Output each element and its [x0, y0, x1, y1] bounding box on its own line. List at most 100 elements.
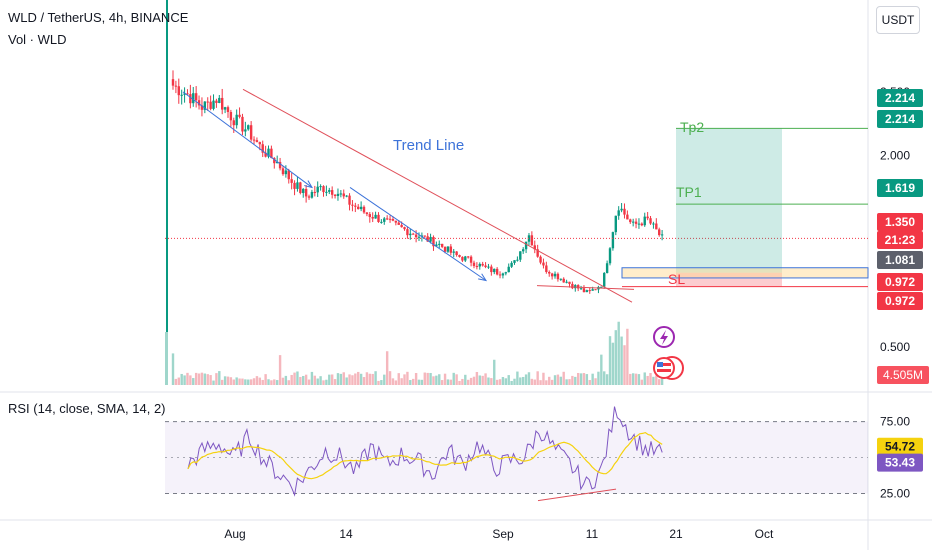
candle-body	[177, 86, 180, 96]
volume-bar	[412, 378, 415, 385]
candle-body	[550, 273, 554, 277]
candle-body	[620, 208, 623, 211]
volume-bar	[519, 377, 522, 385]
volume-bar	[443, 373, 447, 385]
candle-body	[273, 158, 276, 164]
volume-bar	[493, 359, 496, 385]
volume-bar	[446, 379, 450, 385]
volume-bar	[527, 372, 531, 385]
volume-bar	[565, 379, 568, 385]
volume-bar	[452, 372, 455, 385]
candle-body	[192, 93, 195, 104]
volume-bar	[218, 371, 221, 385]
candle-body	[623, 208, 626, 215]
volume-bar	[186, 372, 189, 385]
candle-body	[591, 289, 594, 291]
price-label-bg	[877, 273, 923, 291]
candle-body	[475, 265, 479, 267]
volume-bar	[244, 379, 247, 385]
candle-body	[394, 220, 398, 223]
price-label-bg	[877, 179, 923, 197]
price-label-bg	[877, 251, 923, 269]
volume-bar	[646, 375, 649, 385]
candle-body	[571, 283, 574, 289]
volume-bar	[634, 373, 638, 385]
candle-body	[493, 268, 496, 273]
candle-body	[406, 229, 409, 236]
volume-bar	[310, 371, 314, 385]
volume-bar	[362, 377, 366, 385]
candle-body	[412, 233, 415, 235]
candle-body	[400, 224, 403, 228]
currency-button[interactable]: USDT	[876, 6, 920, 34]
candle-body	[478, 263, 481, 267]
volume-bar	[365, 372, 369, 385]
volume-bar	[568, 379, 571, 385]
volume-bar	[322, 380, 325, 385]
candle-body	[655, 223, 658, 230]
volume-bar	[165, 332, 168, 385]
candle-body	[626, 214, 629, 220]
volume-bar	[374, 371, 377, 385]
candle-body	[438, 243, 441, 245]
volume-bar	[330, 374, 334, 385]
volume-bar	[307, 379, 311, 385]
candle-body	[255, 140, 259, 143]
volume-bar	[417, 379, 421, 385]
candle-body	[293, 182, 296, 189]
candle-body	[330, 190, 334, 195]
candle-body	[605, 263, 609, 273]
candle-body	[197, 100, 201, 106]
volume-bar	[504, 378, 508, 385]
candle-body	[284, 170, 288, 175]
volume-bar	[336, 373, 340, 385]
rsi-ma-label-bg	[877, 437, 923, 456]
candle-body	[296, 182, 299, 189]
volume-bar	[478, 375, 481, 385]
candle-body	[637, 223, 641, 225]
rsi-ma-value: 54.72	[885, 440, 915, 454]
candle-body	[660, 234, 664, 236]
volume-bar	[249, 379, 253, 385]
volume-bar	[516, 371, 519, 385]
volume-bar	[429, 372, 432, 385]
volume-bar	[394, 380, 398, 385]
volume-bar	[440, 380, 444, 385]
volume-bar	[316, 378, 319, 385]
candle-body	[359, 206, 363, 210]
volume-bar	[174, 378, 178, 385]
candle-body	[455, 251, 458, 256]
volume-bar	[626, 328, 629, 385]
candle-body	[194, 93, 198, 101]
entry-zone	[621, 267, 869, 279]
candle-body	[310, 191, 314, 198]
candle-body	[221, 97, 224, 110]
price-axis-label: 21:23	[885, 233, 916, 247]
candle-body	[319, 186, 322, 188]
candle-body	[267, 148, 270, 157]
candle-body	[507, 266, 510, 273]
channel-arrow-1-head	[304, 180, 314, 189]
volume-bar	[328, 374, 331, 385]
candle-body	[548, 271, 551, 274]
rsi-value-label-bg	[877, 453, 923, 472]
rsi-divergence-line	[537, 488, 617, 502]
volume-bar	[388, 371, 392, 385]
volume-bar	[603, 371, 606, 385]
volume-bar	[461, 378, 464, 385]
volume-bar	[278, 355, 282, 385]
rsi-value: 53.43	[885, 456, 915, 470]
volume-bar	[414, 373, 418, 385]
candle-body	[536, 249, 539, 257]
candle-body	[658, 229, 661, 236]
volume-bar	[209, 375, 212, 385]
volume-bar	[348, 374, 351, 385]
volume-bar	[377, 380, 380, 385]
candle-body	[449, 246, 453, 253]
candle-body	[206, 101, 209, 103]
volume-bar	[426, 372, 429, 385]
tp2-label: Tp2	[680, 119, 704, 135]
candle-body	[200, 105, 204, 110]
volume-bar	[258, 377, 262, 385]
